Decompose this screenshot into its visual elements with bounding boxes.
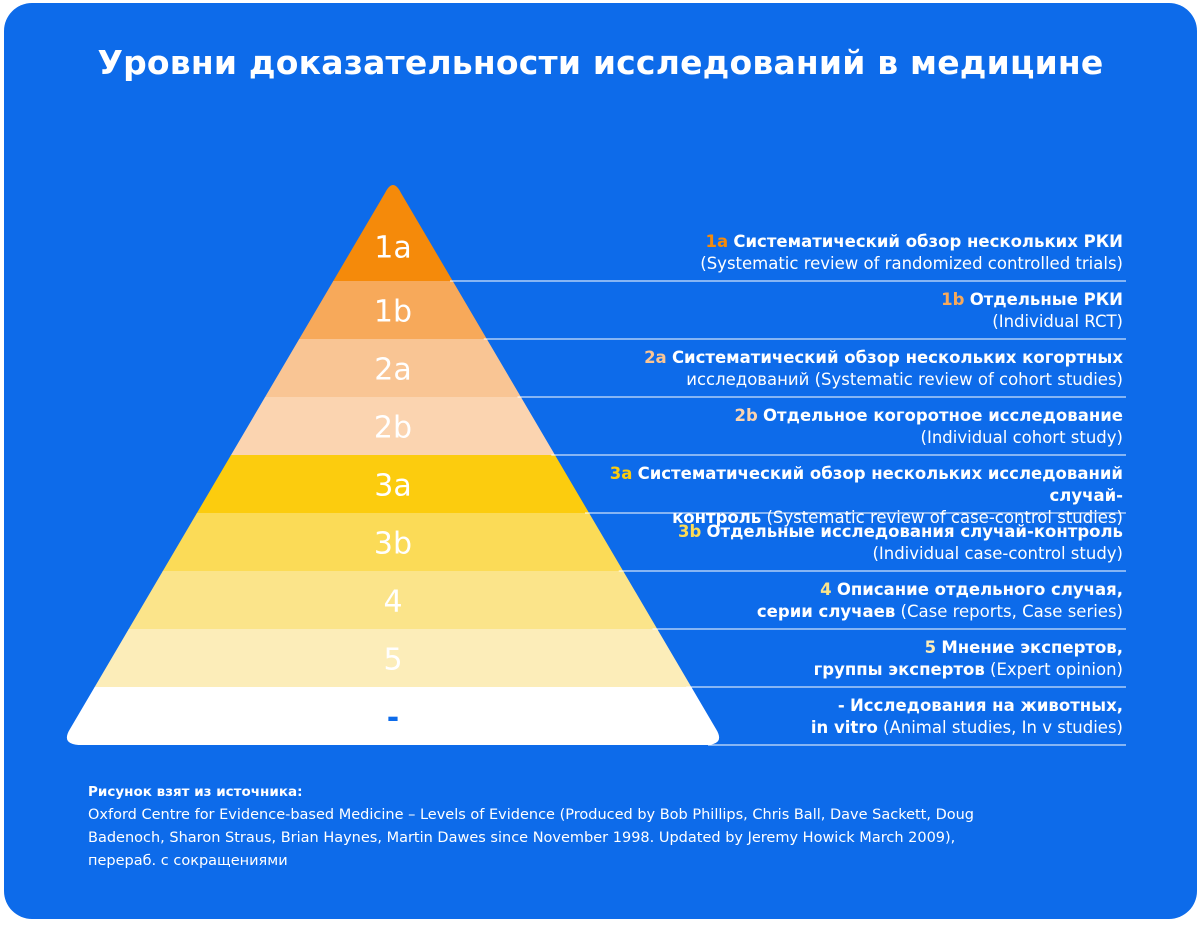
level-title: Систематический обзор нескольких РКИ (733, 232, 1123, 251)
pyramid-level-label: 2a (374, 353, 411, 388)
pyramid-level-label: 4 (383, 585, 402, 620)
level-title: Отдельные исследования случай-контроль (706, 522, 1123, 541)
level-description-3a: 3a Систематический обзор нескольких иссл… (563, 463, 1123, 529)
level-description-1b: 1b Отдельные РКИ (Individual RCT) (563, 289, 1123, 333)
level-english: (Systematic review of case-control studi… (761, 508, 1123, 527)
level-title: Систематический обзор нескольких когортн… (671, 348, 1123, 367)
level-description-2a: 2a Систематический обзор нескольких кого… (563, 347, 1123, 391)
level-title-continued: серии случаев (756, 602, 896, 621)
pyramid-band-- (66, 687, 720, 745)
level-code: 1b (941, 290, 965, 309)
level-english: (Animal studies, In v studies) (877, 718, 1123, 737)
level-english: (Individual cohort study) (920, 428, 1123, 447)
pyramid-level-label: - (387, 701, 399, 736)
level-title: Исследования на животных, (849, 696, 1123, 715)
level-code: 5 (924, 638, 937, 657)
pyramid-band-4 (66, 571, 720, 630)
source-line-3: перераб. с сокращениями (88, 853, 288, 869)
level-description-1a: 1a Систематический обзор нескольких РКИ (… (563, 231, 1123, 275)
level-title: Систематический обзор нескольких исследо… (637, 464, 1123, 505)
pyramid-level-label: 2b (374, 411, 412, 446)
level-english: (Systematic review of randomized control… (700, 254, 1123, 273)
level-title-continued: in vitro (810, 718, 878, 737)
source-line-2: Badenoch, Sharon Straus, Brian Haynes, M… (88, 830, 956, 846)
level-title-continued: группы экспертов (813, 660, 985, 679)
level-title: Мнение экспертов, (941, 638, 1123, 657)
level-code: 4 (820, 580, 832, 599)
level-code: 1a (705, 232, 729, 251)
level-title: Отдельное когоротное исследование (763, 406, 1123, 425)
pyramid-level-label: 5 (383, 643, 402, 678)
level-english: (Case reports, Case series) (895, 602, 1123, 621)
level-description-5: 5 Мнение экспертов, группы экспертов (Exp… (563, 637, 1123, 681)
level-english: (Individual RCT) (992, 312, 1123, 331)
level-description--: - Исследования на животных, in vitro (Ani… (563, 695, 1123, 739)
pyramid-band-5 (66, 629, 720, 688)
source-heading: Рисунок взят из источника: (88, 784, 303, 800)
level-title-continued: контроль (672, 508, 762, 527)
page-title: Уровни доказательности исследований в ме… (97, 43, 1104, 82)
level-title: Отдельные РКИ (969, 290, 1123, 309)
source-line-1: Oxford Centre for Evidence-based Medicin… (88, 807, 975, 823)
pyramid-level-label: 1b (374, 295, 412, 330)
level-description-3b: 3b Отдельные исследования случай-контрол… (563, 521, 1123, 565)
level-code: - (837, 696, 845, 715)
level-code: 2b (734, 406, 758, 425)
level-description-4: 4 Описание отдельного случая, серии случа… (563, 579, 1123, 623)
level-english: (Expert opinion) (984, 660, 1123, 679)
pyramid-level-label: 1a (374, 231, 411, 266)
source-note: Рисунок взят из источника: Oxford Centre… (88, 781, 1048, 873)
level-title: Описание отдельного случая, (836, 580, 1123, 599)
pyramid-level-label: 3b (374, 527, 412, 562)
level-english: (Individual case-control study) (872, 544, 1123, 563)
level-code: 3a (609, 464, 633, 483)
level-english: исследований (Systematic review of cohor… (686, 370, 1123, 389)
pyramid-level-label: 3a (374, 469, 411, 504)
infographic-card: Уровни доказательности исследований в ме… (4, 3, 1197, 919)
level-code: 2a (644, 348, 667, 367)
level-code: 3b (677, 522, 702, 541)
level-description-2b: 2b Отдельное когоротное исследование (Ind… (563, 405, 1123, 449)
evidence-pyramid: 1a 1b 2a 2b 3a 3b 4 5 - (66, 185, 1126, 746)
